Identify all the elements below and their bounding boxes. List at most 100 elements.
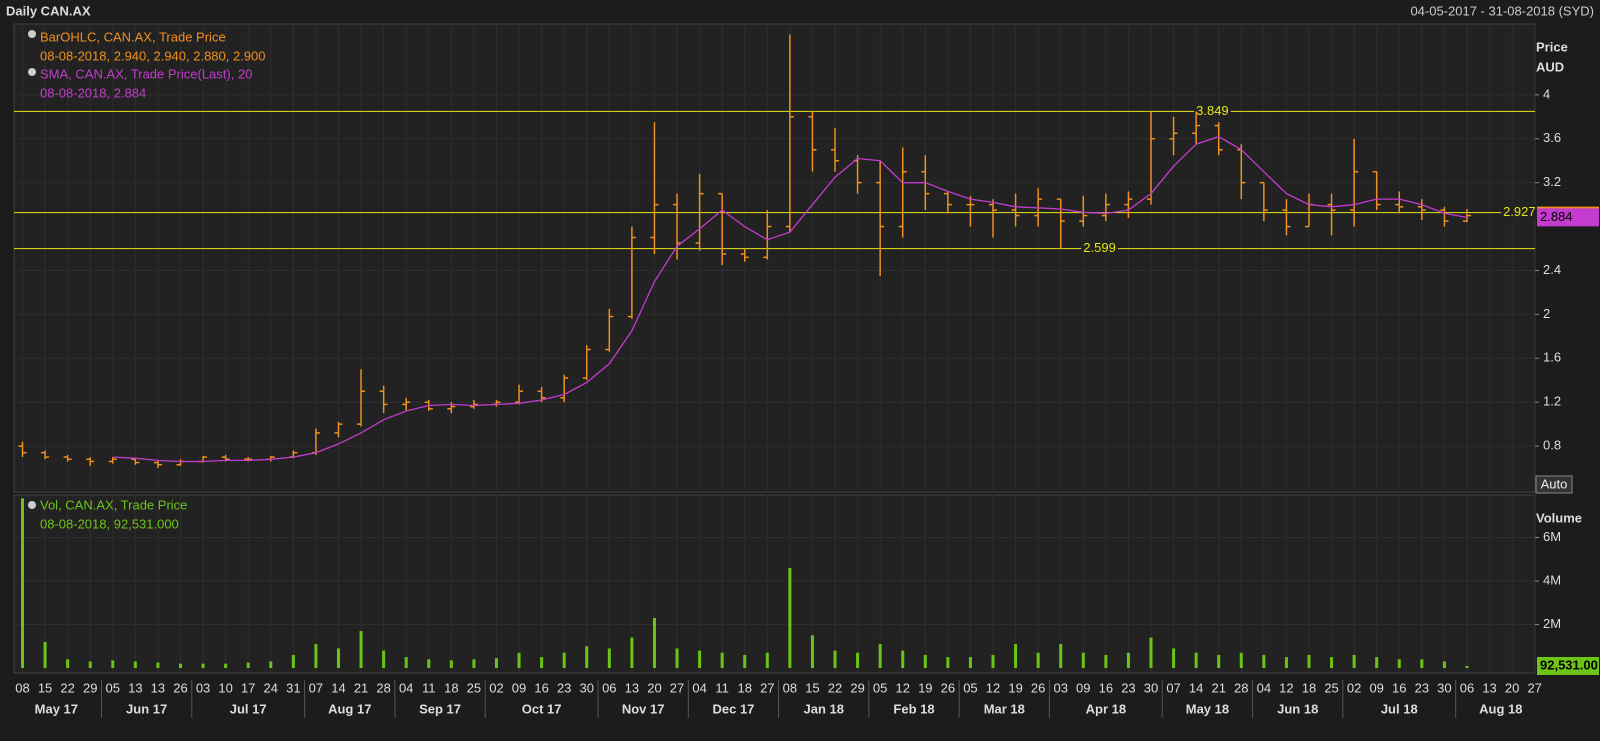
volume-bar bbox=[472, 659, 476, 668]
x-tick-label: 25 bbox=[1324, 680, 1338, 695]
volume-bar bbox=[21, 498, 24, 668]
auto-button-label[interactable]: Auto bbox=[1541, 476, 1568, 491]
month-label: Jan 18 bbox=[803, 701, 843, 716]
volume-bar bbox=[833, 650, 837, 668]
legend-icon[interactable] bbox=[28, 501, 36, 509]
volume-bar bbox=[991, 654, 995, 668]
volume-bar bbox=[314, 644, 318, 668]
x-tick-label: 08 bbox=[783, 680, 797, 695]
legend-icon[interactable] bbox=[28, 68, 36, 76]
auto-button-box[interactable] bbox=[1535, 475, 1573, 494]
x-tick-label: 10 bbox=[218, 680, 232, 695]
volume-bar bbox=[269, 661, 273, 668]
x-tick-label: 07 bbox=[1166, 680, 1180, 695]
x-tick-label: 08 bbox=[15, 680, 29, 695]
x-tick-label: 25 bbox=[467, 680, 481, 695]
auto-button[interactable]: Auto bbox=[1535, 475, 1573, 494]
volume-bar bbox=[540, 657, 544, 668]
volume-bar bbox=[1194, 652, 1198, 668]
volume-bar bbox=[698, 650, 702, 668]
x-tick-label: 03 bbox=[1053, 680, 1067, 695]
volume-bar bbox=[1284, 657, 1288, 668]
volume-bar bbox=[336, 648, 340, 668]
x-tick-label: 06 bbox=[1460, 680, 1474, 695]
date-range: 04-05-2017 - 31-08-2018 (SYD) bbox=[1410, 3, 1594, 18]
x-tick-label: 17 bbox=[241, 680, 255, 695]
x-tick-label: 13 bbox=[625, 680, 639, 695]
x-tick-label: 16 bbox=[1392, 680, 1406, 695]
volume-bar bbox=[66, 659, 70, 668]
last-value-box bbox=[1537, 208, 1599, 227]
last-value-label: 2.884 bbox=[1540, 209, 1573, 224]
legend-entry: BarOHLC, CAN.AX, Trade Price bbox=[40, 29, 226, 44]
x-tick-label: 12 bbox=[1279, 680, 1293, 695]
y-tick-label: 2 bbox=[1543, 306, 1550, 321]
month-label: Jun 17 bbox=[126, 701, 167, 716]
x-tick-label: 11 bbox=[715, 680, 729, 695]
x-tick-label: 21 bbox=[1211, 680, 1225, 695]
y2-tick-label: 4M bbox=[1543, 572, 1561, 587]
volume-bar bbox=[404, 657, 408, 668]
x-tick-label: 09 bbox=[512, 680, 526, 695]
y-tick-label: 0.8 bbox=[1543, 438, 1561, 453]
x-tick-label: 18 bbox=[1302, 680, 1316, 695]
x-tick-label: 20 bbox=[647, 680, 661, 695]
volume-bar bbox=[1262, 654, 1266, 668]
y-tick-label: 4 bbox=[1543, 86, 1550, 101]
x-tick-label: 11 bbox=[422, 680, 436, 695]
y-tick-label: 3.6 bbox=[1543, 130, 1561, 145]
legend-detail: 08-08-2018, 2.884 bbox=[40, 85, 146, 100]
x-tick-label: 07 bbox=[309, 680, 323, 695]
x-tick-label: 15 bbox=[38, 680, 52, 695]
legend-icon[interactable] bbox=[28, 30, 36, 38]
x-tick-label: 16 bbox=[1099, 680, 1113, 695]
x-tick-label: 29 bbox=[850, 680, 864, 695]
x-tick-label: 30 bbox=[1437, 680, 1451, 695]
reference-label: 2.927 bbox=[1503, 204, 1536, 219]
volume-bar bbox=[1330, 657, 1334, 668]
volume-bar bbox=[810, 635, 814, 668]
volume-bar bbox=[630, 637, 634, 668]
month-label: Oct 17 bbox=[522, 701, 562, 716]
x-tick-label: 12 bbox=[895, 680, 909, 695]
month-label: Nov 17 bbox=[622, 701, 665, 716]
x-tick-label: 29 bbox=[83, 680, 97, 695]
month-label: Jul 18 bbox=[1381, 701, 1418, 716]
month-label: Aug 17 bbox=[328, 701, 371, 716]
volume-bar bbox=[1014, 644, 1018, 668]
volume-bar bbox=[427, 659, 431, 668]
x-tick-label: 04 bbox=[399, 680, 413, 695]
reference-label-bg bbox=[1081, 240, 1118, 256]
x-tick-label: 23 bbox=[1121, 680, 1135, 695]
x-tick-label: 03 bbox=[196, 680, 210, 695]
volume-bar bbox=[1420, 659, 1424, 668]
volume-bar bbox=[765, 652, 769, 668]
month-label: Jun 18 bbox=[1277, 701, 1318, 716]
legend-detail: 08-08-2018, 2.940, 2.940, 2.880, 2.900 bbox=[40, 48, 266, 63]
reference-label: 3.849 bbox=[1196, 103, 1229, 118]
volume-bar bbox=[1352, 654, 1356, 668]
last-value-label: 92,531.00 bbox=[1540, 657, 1598, 672]
x-tick-label: 15 bbox=[805, 680, 819, 695]
legend-detail: 08-08-2018, 92,531.000 bbox=[40, 516, 179, 531]
x-tick-label: 04 bbox=[1257, 680, 1271, 695]
reference-label-bg bbox=[1194, 102, 1231, 118]
y2-tick-label: 6M bbox=[1543, 529, 1561, 544]
volume-bar bbox=[111, 660, 115, 668]
volume-bar bbox=[1442, 661, 1446, 668]
x-tick-label: 05 bbox=[873, 680, 887, 695]
volume-bar bbox=[359, 631, 363, 668]
x-tick-label: 18 bbox=[444, 680, 458, 695]
x-tick-label: 05 bbox=[106, 680, 120, 695]
volume-bar bbox=[133, 661, 137, 668]
x-tick-label: 30 bbox=[580, 680, 594, 695]
volume-bar bbox=[1104, 654, 1108, 668]
x-tick-label: 28 bbox=[1234, 680, 1248, 695]
x-tick-label: 14 bbox=[331, 680, 345, 695]
x-tick-label: 13 bbox=[1482, 680, 1496, 695]
x-tick-label: 27 bbox=[760, 680, 774, 695]
volume-bar bbox=[562, 652, 566, 668]
month-label: May 17 bbox=[35, 701, 78, 716]
y2-tick-label: 2M bbox=[1543, 616, 1561, 631]
